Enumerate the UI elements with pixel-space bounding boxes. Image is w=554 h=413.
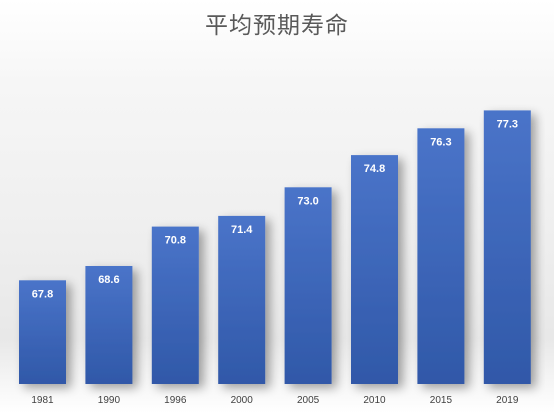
bar-1990 (85, 266, 133, 384)
data-label-2015: 76.3 (430, 136, 451, 148)
x-tick-1996: 1996 (164, 395, 187, 406)
bar-2015 (417, 128, 465, 384)
data-label-1996: 70.8 (165, 235, 186, 247)
bar-2000 (218, 215, 266, 384)
data-label-2010: 74.8 (364, 163, 385, 175)
bar-2005 (284, 187, 332, 384)
data-label-2019: 77.3 (497, 118, 518, 130)
bar-1996 (151, 226, 199, 384)
data-label-2000: 71.4 (231, 224, 253, 236)
bars-layer: 67.8 68.6 70.8 71.4 73.0 74.8 76.3 77.3 (19, 110, 531, 385)
x-tick-2010: 2010 (363, 395, 386, 406)
chart-title: 平均预期寿命 (205, 13, 349, 39)
x-tick-2015: 2015 (430, 395, 453, 406)
data-label-2005: 73.0 (297, 195, 318, 207)
x-tick-1990: 1990 (98, 395, 121, 406)
x-tick-2005: 2005 (297, 395, 320, 406)
x-tick-2019: 2019 (496, 395, 519, 406)
bar-1981 (19, 280, 66, 384)
data-label-1990: 68.6 (98, 274, 119, 286)
data-label-1981: 67.8 (32, 288, 53, 300)
x-tick-2000: 2000 (231, 395, 254, 406)
bar-2019 (483, 110, 531, 385)
x-axis-ticks: 1981 1990 1996 2000 2005 2010 2015 2019 (31, 395, 518, 406)
x-tick-1981: 1981 (31, 395, 54, 406)
bar-2010 (351, 155, 398, 384)
